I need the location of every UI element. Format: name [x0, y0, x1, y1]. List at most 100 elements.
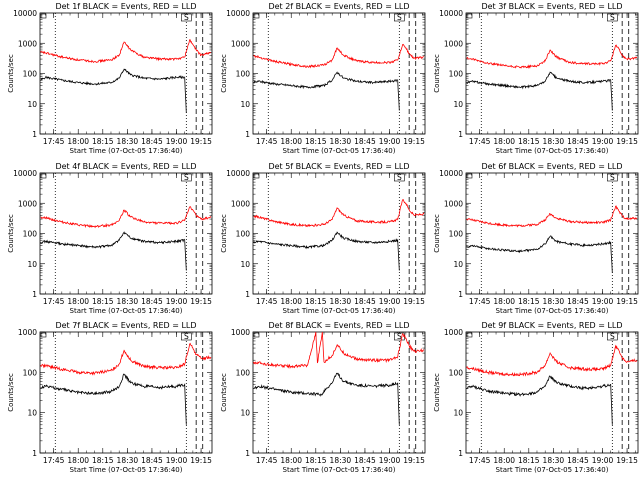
y-axis-label: Counts/sec — [220, 214, 228, 253]
y-tick-label: 1 — [245, 449, 250, 458]
x-tick-label: 18:30 — [117, 456, 139, 465]
y-tick-label: 10 — [453, 100, 463, 109]
y-tick-label: 100 — [449, 70, 464, 79]
x-tick-label: 19:00 — [379, 456, 401, 465]
x-tick-label: 17:45 — [469, 297, 491, 306]
chart-panel: Det 2f BLACK = Events, RED = LLD 1 10 100 10… — [220, 2, 426, 155]
plot-frame — [39, 331, 213, 454]
x-tick-label: 18:15 — [92, 137, 114, 146]
x-tick-label: 17:45 — [256, 456, 278, 465]
x-tick-label: 18:00 — [280, 297, 302, 306]
corner-marker — [466, 13, 473, 19]
chart-title: Det 4f BLACK = Events, RED = LLD — [55, 162, 196, 171]
flag-label: S — [184, 13, 189, 22]
y-tick-label: 100 — [23, 230, 38, 239]
x-tick-label: 18:30 — [330, 137, 352, 146]
x-tick-label: 18:15 — [305, 297, 327, 306]
flag-box — [181, 332, 192, 341]
flag-label: S — [397, 173, 402, 182]
y-tick-label: 10 — [27, 100, 37, 109]
y-axis-label: Counts/sec — [7, 373, 15, 412]
chart-panel: Det 3f BLACK = Events, RED = LLD 1 10 100 10… — [433, 2, 639, 155]
x-tick-label: 18:15 — [518, 456, 540, 465]
x-tick-label: 17:45 — [43, 137, 65, 146]
x-tick-label: 18:00 — [493, 456, 515, 465]
chart-title: Det 6f BLACK = Events, RED = LLD — [481, 162, 622, 171]
corner-marker — [253, 13, 260, 19]
x-tick-label: 19:15 — [190, 297, 212, 306]
y-axis-label: Counts/sec — [433, 54, 441, 93]
x-tick-label: 18:15 — [518, 137, 540, 146]
x-axis-label: Start Time (07-Oct-05 17:36:40) — [70, 466, 183, 474]
x-tick-label: 18:00 — [493, 297, 515, 306]
x-axis-label: Start Time (07-Oct-05 17:36:40) — [496, 147, 609, 155]
chart-title: Det 1f BLACK = Events, RED = LLD — [55, 2, 196, 11]
y-axis-label: Counts/sec — [433, 214, 441, 253]
events-rate-line — [253, 71, 400, 111]
x-tick-label: 18:00 — [67, 137, 89, 146]
x-tick-label: 18:30 — [543, 456, 565, 465]
x-tick-label: 18:30 — [330, 297, 352, 306]
x-tick-label: 18:45 — [141, 456, 163, 465]
corner-marker — [466, 332, 473, 338]
y-tick-label: 1 — [458, 130, 463, 139]
x-axis-label: Start Time (07-Oct-05 17:36:40) — [496, 466, 609, 474]
corner-marker — [253, 332, 260, 338]
y-tick-label: 10 — [240, 409, 250, 418]
x-tick-label: 18:30 — [543, 297, 565, 306]
flag-box — [607, 173, 618, 182]
y-tick-label: 10 — [240, 260, 250, 269]
x-tick-label: 18:30 — [330, 456, 352, 465]
x-tick-label: 17:45 — [469, 137, 491, 146]
x-tick-label: 19:15 — [403, 456, 425, 465]
x-tick-label: 17:45 — [43, 297, 65, 306]
y-tick-label: 10000 — [439, 9, 463, 18]
y-tick-label: 1000 — [231, 328, 250, 337]
lld-rate-line — [253, 198, 425, 228]
x-tick-label: 19:00 — [592, 297, 614, 306]
y-tick-label: 10 — [453, 260, 463, 269]
flag-label: S — [184, 173, 189, 182]
x-tick-label: 19:15 — [616, 456, 638, 465]
x-tick-label: 19:00 — [592, 456, 614, 465]
x-tick-label: 19:00 — [379, 137, 401, 146]
y-tick-label: 100 — [236, 368, 251, 377]
x-axis-label: Start Time (07-Oct-05 17:36:40) — [496, 307, 609, 315]
chart-title: Det 8f BLACK = Events, RED = LLD — [268, 321, 409, 330]
x-axis-label: Start Time (07-Oct-05 17:36:40) — [283, 147, 396, 155]
lld-rate-line — [40, 206, 212, 229]
x-tick-label: 19:15 — [190, 137, 212, 146]
chart-panel: Det 4f BLACK = Events, RED = LLD 1 10 100 10… — [7, 162, 213, 315]
y-tick-label: 10000 — [13, 169, 37, 178]
lld-rate-line — [40, 39, 212, 64]
y-axis-label: Counts/sec — [433, 373, 441, 412]
x-tick-label: 18:30 — [117, 297, 139, 306]
events-rate-line — [40, 68, 187, 113]
lld-rate-line — [253, 43, 425, 69]
y-tick-label: 10 — [240, 100, 250, 109]
y-tick-label: 100 — [23, 70, 38, 79]
chart-panel: Det 7f BLACK = Events, RED = LLD 1 10 100 10… — [7, 321, 213, 474]
x-tick-label: 19:00 — [166, 456, 188, 465]
x-tick-label: 18:45 — [354, 456, 376, 465]
y-tick-label: 10 — [27, 409, 37, 418]
x-axis-label: Start Time (07-Oct-05 17:36:40) — [70, 307, 183, 315]
x-tick-label: 17:45 — [43, 456, 65, 465]
chart-panel: Det 9f BLACK = Events, RED = LLD 1 10 100 10… — [433, 321, 639, 474]
events-rate-line — [40, 231, 187, 271]
chart-title: Det 5f BLACK = Events, RED = LLD — [268, 162, 409, 171]
x-tick-label: 17:45 — [469, 456, 491, 465]
chart-panel: Det 5f BLACK = Events, RED = LLD 1 10 100 10… — [220, 162, 426, 315]
x-tick-label: 18:00 — [493, 137, 515, 146]
y-tick-label: 1000 — [231, 39, 250, 48]
x-tick-label: 18:00 — [67, 297, 89, 306]
y-tick-label: 1 — [458, 449, 463, 458]
y-tick-label: 1000 — [231, 199, 250, 208]
x-tick-label: 18:00 — [280, 456, 302, 465]
x-tick-label: 18:15 — [305, 456, 327, 465]
y-tick-label: 100 — [236, 70, 251, 79]
flag-label: S — [610, 173, 615, 182]
events-rate-line — [466, 375, 613, 425]
x-tick-label: 18:15 — [92, 297, 114, 306]
